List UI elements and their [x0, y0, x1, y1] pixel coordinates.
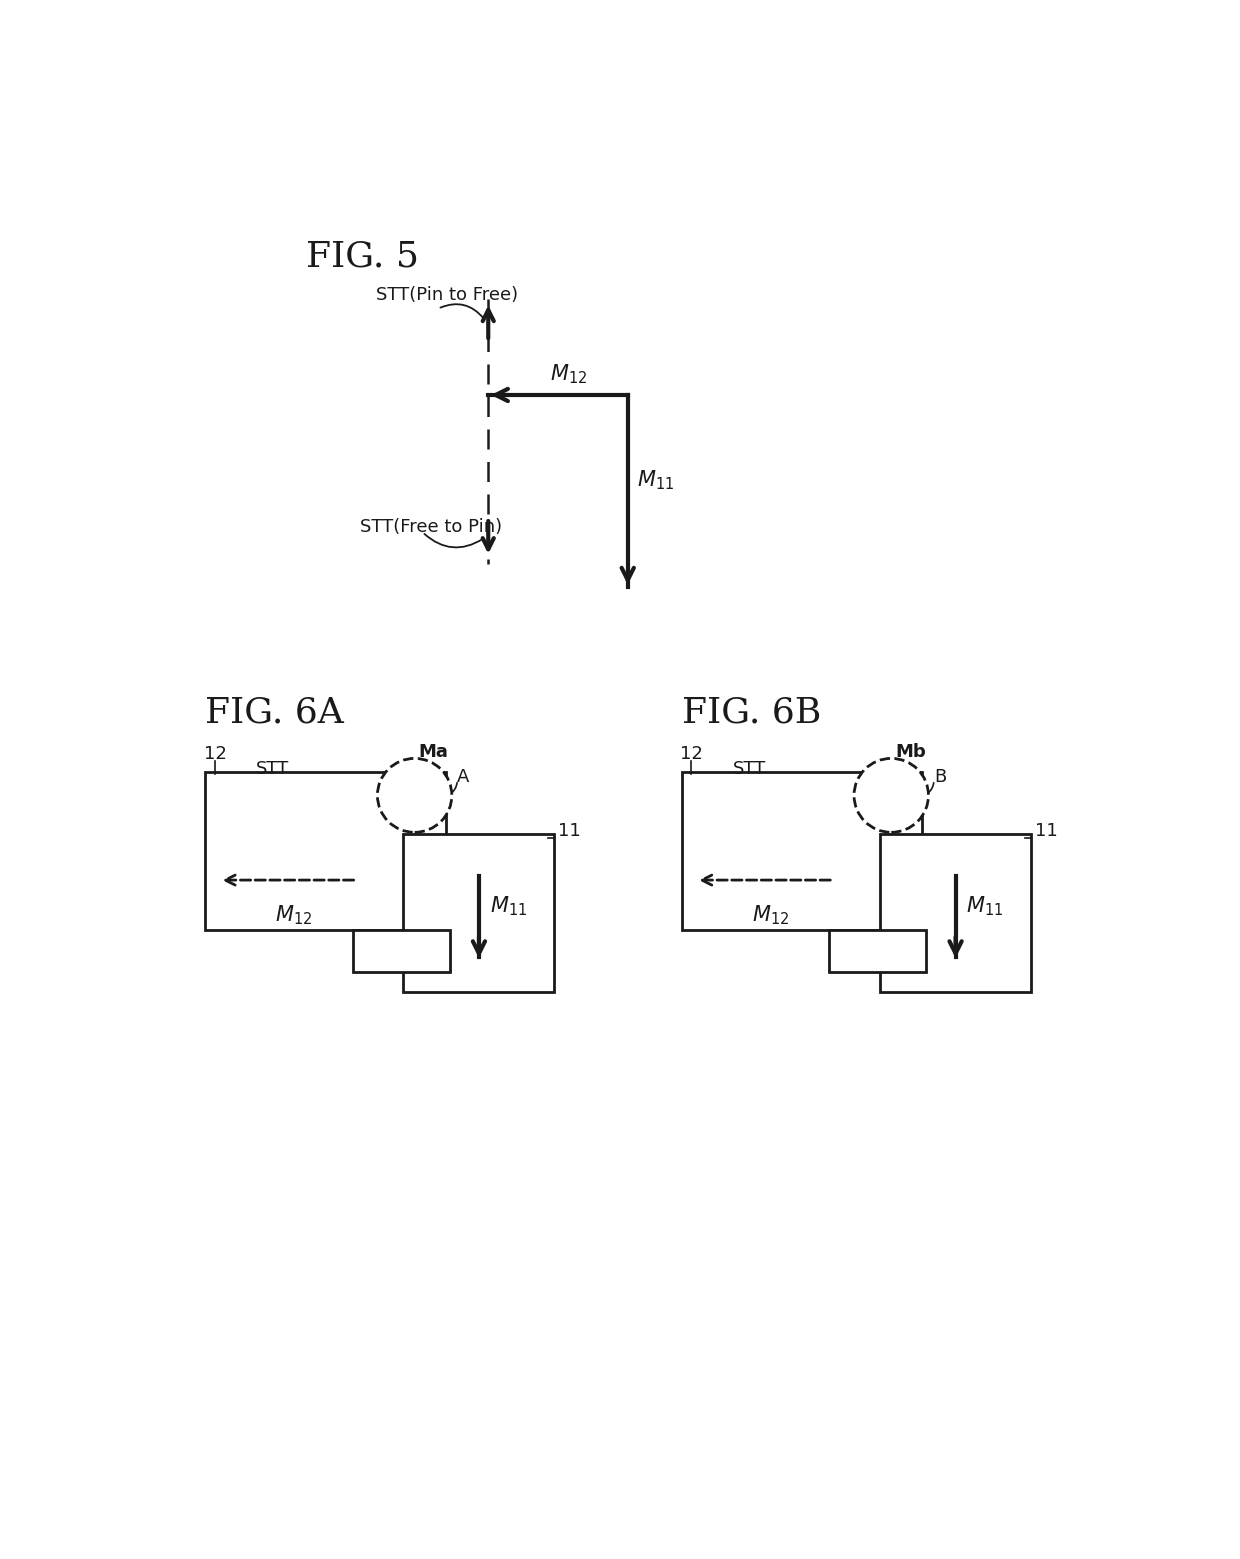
- Bar: [879, 834, 1030, 992]
- Text: 11: 11: [558, 822, 580, 840]
- Bar: [352, 931, 449, 973]
- Text: Mb: Mb: [895, 742, 926, 761]
- Text: $M_{12}$: $M_{12}$: [551, 363, 588, 387]
- Text: A: A: [458, 769, 470, 786]
- Text: 12: 12: [203, 745, 227, 762]
- Text: STT: STT: [255, 761, 289, 778]
- Text: STT(Pin to Free): STT(Pin to Free): [376, 285, 518, 304]
- Text: Ma: Ma: [419, 742, 449, 761]
- Text: $M_{11}$: $M_{11}$: [966, 893, 1003, 918]
- Text: FIG. 5: FIG. 5: [306, 240, 419, 273]
- Text: 12: 12: [681, 745, 703, 762]
- Text: 11: 11: [1034, 822, 1058, 840]
- Text: B: B: [934, 769, 946, 786]
- Text: FIG. 6B: FIG. 6B: [682, 695, 821, 730]
- Bar: [206, 772, 445, 931]
- Text: $M_{12}$: $M_{12}$: [751, 903, 789, 926]
- Circle shape: [854, 758, 929, 833]
- Text: STT: STT: [733, 761, 765, 778]
- Bar: [830, 931, 926, 973]
- Text: $M_{11}$: $M_{11}$: [490, 893, 527, 918]
- Text: FIG. 6A: FIG. 6A: [206, 695, 345, 730]
- Text: STT(Free to Pin): STT(Free to Pin): [361, 518, 502, 536]
- Text: $M_{12}$: $M_{12}$: [275, 903, 312, 926]
- Circle shape: [377, 758, 451, 833]
- Bar: [682, 772, 923, 931]
- Bar: [403, 834, 554, 992]
- Text: $M_{11}$: $M_{11}$: [637, 468, 675, 491]
